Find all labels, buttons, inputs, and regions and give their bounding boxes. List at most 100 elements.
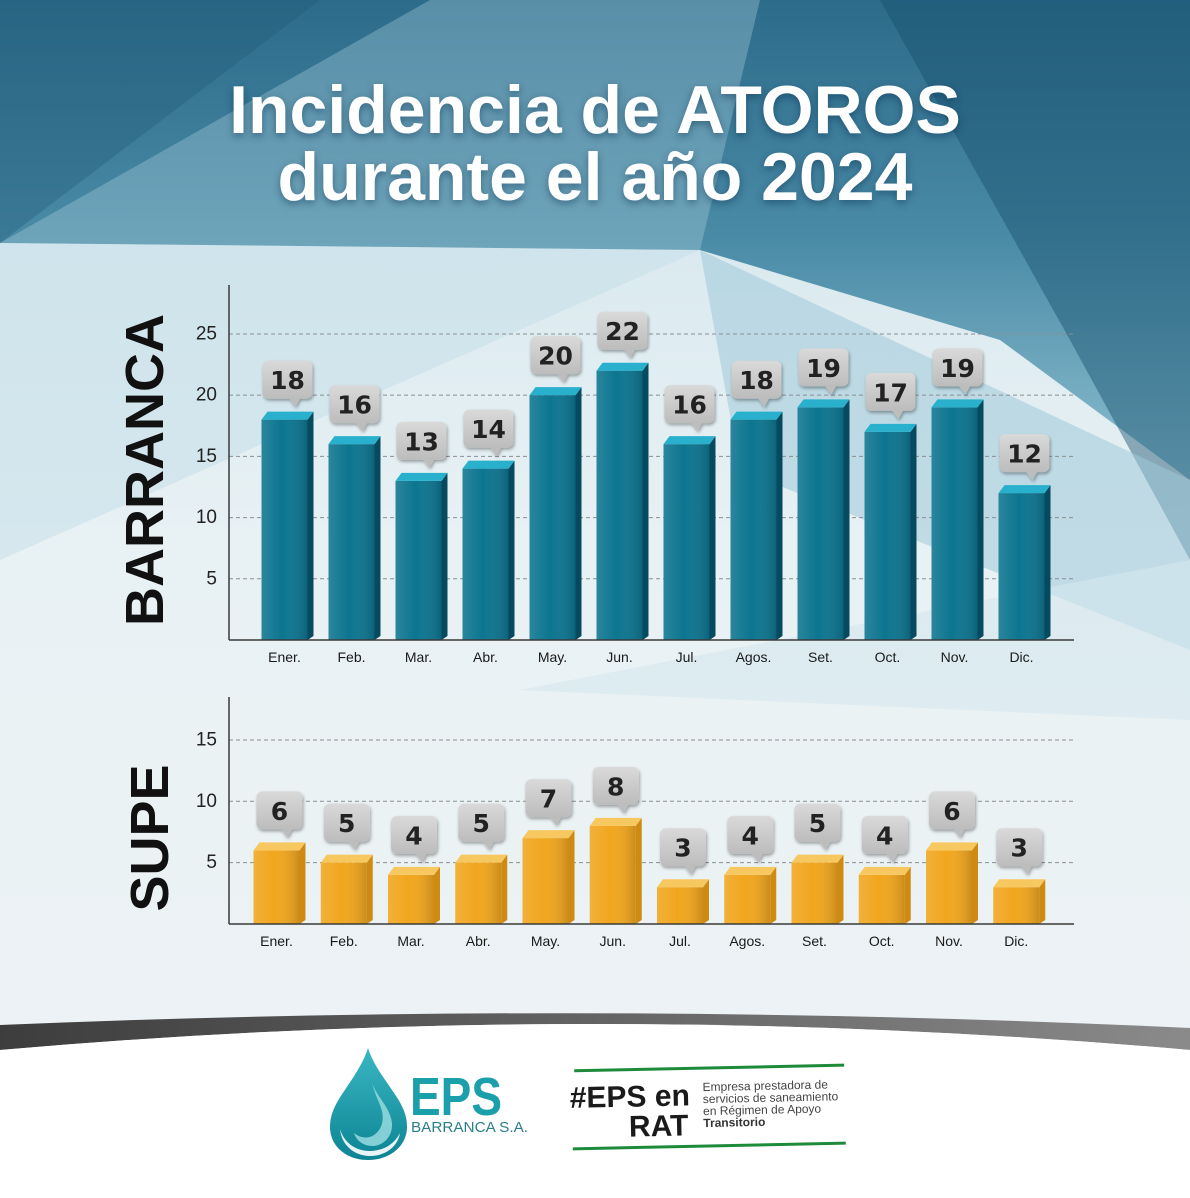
value-label-pointer	[415, 852, 427, 862]
x-tick-label: Jun.	[600, 933, 626, 949]
value-label-box	[396, 421, 447, 460]
value-label-box	[865, 372, 916, 411]
bar	[253, 842, 306, 924]
value-label: 14	[463, 409, 514, 456]
x-tick-label: Set.	[808, 649, 833, 665]
eps-logo-name: EPS	[410, 1067, 502, 1127]
value-label-pointer	[616, 803, 629, 813]
bar-shading	[993, 887, 1040, 924]
bar-side	[575, 387, 582, 640]
bar-top	[858, 866, 911, 875]
bar-shading	[663, 444, 710, 640]
value-label-pointer	[824, 385, 837, 395]
background-photo-area	[0, 0, 1190, 480]
x-tick-label: Agos.	[736, 649, 772, 665]
title-line-1: Incidencia de ATOROS	[229, 72, 961, 148]
bar	[388, 866, 440, 924]
value-label-text: 8	[607, 772, 624, 801]
bar	[926, 842, 978, 924]
value-label-pointer	[549, 816, 562, 826]
value-label-text: 22	[605, 317, 640, 346]
background-shape	[0, 0, 760, 250]
value-label-box	[664, 385, 715, 424]
bar-top	[663, 436, 716, 445]
rat-description-line: en Régimen de Apoyo	[703, 1102, 822, 1118]
value-label-text: 13	[404, 427, 439, 456]
badge-bottom-rule	[572, 1141, 846, 1151]
bar-top	[253, 842, 306, 851]
bar	[663, 436, 716, 640]
x-tick-label: Feb.	[330, 933, 358, 949]
value-labels: 18 16 13 14 20 22 16 18 19 17 19 12	[262, 311, 1050, 481]
bar-top	[328, 436, 381, 445]
bar	[529, 387, 582, 640]
value-label-pointer	[355, 422, 368, 432]
bar-side	[635, 817, 642, 924]
bar-top	[320, 854, 373, 863]
bar-side	[977, 399, 984, 640]
value-label-pointer	[751, 852, 764, 862]
bar-side	[642, 362, 649, 640]
bar	[730, 411, 783, 640]
value-label: 7	[525, 779, 572, 826]
value-label-text: 20	[538, 342, 573, 371]
value-label: 13	[396, 421, 447, 468]
y-tick-label: 15	[196, 446, 217, 467]
x-tick-label: Agos.	[729, 933, 765, 949]
bar	[455, 854, 508, 924]
value-label: 19	[798, 348, 849, 395]
value-label-pointer	[757, 397, 770, 407]
value-label-text: 4	[876, 821, 893, 850]
bar	[998, 485, 1051, 640]
value-label-box	[932, 348, 983, 387]
bar-side	[1044, 485, 1051, 640]
x-tick-label: Set.	[802, 933, 827, 949]
value-label-pointer	[1025, 471, 1038, 481]
bar	[724, 866, 777, 924]
bar-shading	[328, 444, 375, 640]
value-label: 5	[458, 803, 505, 850]
bar-top	[926, 842, 978, 851]
value-label-text: 16	[337, 391, 372, 420]
bar-shading	[998, 493, 1045, 640]
value-label: 16	[664, 385, 715, 432]
value-label-text: 19	[806, 354, 841, 383]
value-label: 5	[794, 803, 841, 850]
chart-barranca: 5 10 15 20 25 18 16 13 14 20 22 16 18 19 17 19 12 Ener. Fe…	[115, 285, 1074, 665]
bar-side	[568, 830, 575, 924]
x-tick-label: Jul.	[669, 933, 691, 949]
value-label-box	[597, 311, 648, 350]
value-label: 5	[323, 803, 370, 850]
bar-shading	[724, 874, 771, 924]
bar-shading	[395, 480, 442, 640]
value-label: 4	[391, 815, 437, 862]
bar	[462, 460, 515, 640]
bar-shading	[791, 862, 838, 924]
value-label-pointer	[288, 397, 301, 407]
rat-description-line: Transitorio	[703, 1115, 765, 1130]
value-label-box	[530, 336, 581, 375]
x-tick-labels: Ener. Feb. Mar. Abr. May. Jun. Jul. Agos. Set. Oc…	[268, 649, 1033, 665]
x-tick-label: Nov.	[935, 933, 963, 949]
value-label-pointer	[482, 840, 495, 850]
water-drop-icon	[330, 1048, 407, 1160]
x-tick-label: Jun.	[606, 649, 632, 665]
value-label-text: 16	[672, 391, 707, 420]
bar-top	[455, 854, 508, 863]
value-label: 4	[861, 815, 908, 862]
value-label: 20	[530, 336, 581, 383]
bar-side	[776, 411, 783, 640]
eps-en-rat-logo: #EPS en RAT Empresa prestadora de servic…	[564, 1057, 851, 1158]
bar	[395, 472, 448, 640]
value-label-box	[262, 360, 313, 399]
value-label-box	[592, 766, 639, 805]
value-label-pointer	[1020, 865, 1033, 875]
bar-shading	[797, 407, 844, 640]
bar-side	[837, 854, 844, 924]
bar-side	[709, 436, 716, 640]
x-tick-label: Oct.	[875, 649, 901, 665]
value-label-text: 5	[809, 809, 826, 838]
bar-shading	[462, 468, 509, 640]
rat-description-line: Empresa prestadora de	[702, 1077, 828, 1094]
value-label-text: 3	[1011, 834, 1028, 863]
